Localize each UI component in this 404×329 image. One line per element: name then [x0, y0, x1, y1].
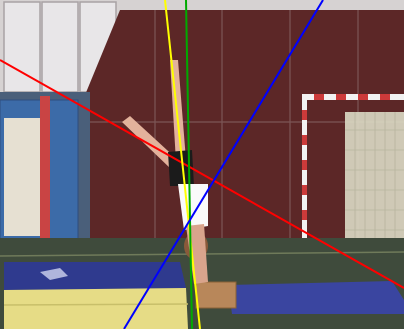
wood-block	[195, 281, 237, 309]
back-wall	[85, 10, 404, 240]
front-mat-top	[4, 262, 186, 290]
right-blue-mat	[228, 281, 404, 314]
left-red-strip	[40, 96, 50, 242]
net-mesh	[345, 112, 404, 247]
gymnast-leg-raised	[122, 116, 180, 170]
left-light-panel	[4, 118, 40, 236]
green-line	[185, 0, 193, 329]
gymnast-arms	[186, 224, 208, 284]
mat-seam	[3, 303, 189, 306]
gymnast	[122, 60, 208, 284]
front-mat-side	[4, 288, 188, 329]
blue-line	[123, 0, 324, 329]
yellow-line	[164, 0, 201, 329]
mat-logo	[40, 268, 68, 280]
goal-frame	[302, 94, 404, 254]
red-line	[0, 59, 404, 289]
